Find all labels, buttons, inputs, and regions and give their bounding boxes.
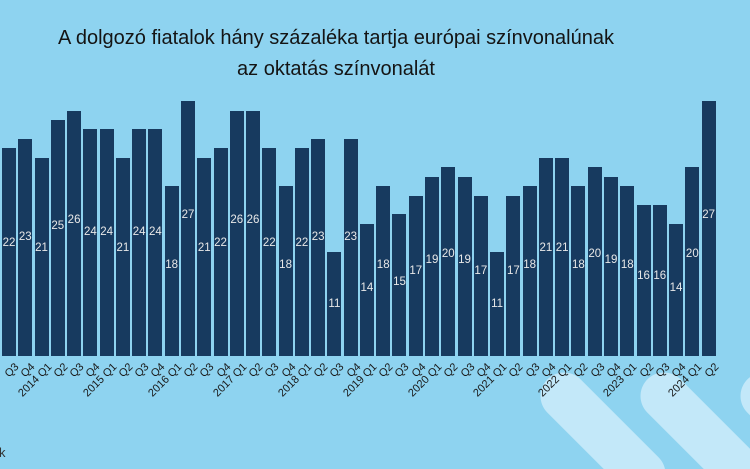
bar-value-label: 22: [214, 236, 227, 249]
bar-value-label: 19: [425, 253, 439, 266]
bar-value-label: 21: [35, 242, 48, 255]
chevron-watermark: [540, 372, 750, 469]
chart-title-line2: az oktatás színvonalát: [237, 58, 435, 80]
bar: [408, 195, 423, 356]
bar: [571, 186, 586, 356]
bar: [197, 157, 212, 356]
bar: [115, 157, 130, 356]
bar: [50, 120, 65, 356]
bar: [278, 186, 293, 356]
bar-value-label: 18: [279, 259, 292, 272]
bar-value-label: 23: [311, 231, 325, 244]
bar-value-label: 27: [702, 208, 715, 221]
bar-value-label: 19: [458, 253, 471, 266]
bar: [18, 138, 33, 356]
bar-value-label: 25: [51, 220, 65, 232]
bar-value-label: 17: [474, 264, 488, 277]
bar-value-label: 11: [328, 298, 341, 311]
bar: [441, 167, 456, 356]
bar: [359, 223, 374, 356]
chart-title: A dolgozó fiatalok hány százaléka tartja…: [0, 23, 672, 85]
bar: [67, 110, 82, 356]
bar: [620, 186, 635, 356]
bar-value-label: 22: [2, 236, 16, 249]
bar-value-label: 15: [393, 276, 406, 288]
bar: [180, 101, 195, 356]
bar-value-label: 17: [409, 264, 423, 277]
bar-value-label: 26: [230, 214, 244, 227]
bar-value-label: 21: [539, 242, 553, 255]
bar-value-label: 24: [149, 225, 162, 238]
bar: [506, 195, 521, 356]
bar-value-label: 27: [181, 208, 195, 221]
bar-value-label: 24: [100, 225, 113, 238]
chevron-right-icon: [640, 372, 750, 469]
bar-value-label: 23: [344, 231, 358, 244]
bar: [685, 167, 700, 356]
bar-value-label: 24: [83, 225, 97, 238]
bar-value-label: 11: [491, 298, 504, 311]
bar: [213, 148, 228, 356]
bar: [669, 223, 684, 356]
bar-value-label: 21: [197, 242, 211, 255]
cutoff-source-text: k: [0, 445, 6, 460]
bar-value-label: 14: [360, 281, 374, 294]
bar-value-label: 18: [165, 259, 179, 272]
bar-value-label: 19: [604, 253, 618, 266]
bar: [2, 148, 16, 356]
bar: [652, 204, 667, 356]
bar-value-label: 21: [116, 242, 130, 255]
bar: [701, 101, 716, 356]
bar: [603, 176, 618, 356]
bar-value-label: 18: [523, 259, 537, 272]
bar: [457, 176, 472, 356]
bar: [425, 176, 440, 356]
bar: [164, 186, 179, 356]
bar-value-label: 22: [295, 236, 309, 249]
bar-value-label: 14: [669, 281, 683, 294]
bar-value-label: 18: [620, 259, 634, 272]
bar: [294, 148, 309, 356]
bar: [555, 157, 570, 356]
bar: [587, 167, 602, 356]
bar-value-label: 16: [653, 270, 667, 283]
bar-value-label: 18: [572, 259, 585, 272]
bar: [311, 138, 326, 356]
bar: [148, 129, 163, 356]
bar: [229, 110, 244, 356]
bar-value-label: 20: [441, 248, 455, 260]
bar-value-label: 20: [685, 248, 699, 260]
bar-value-label: 26: [67, 214, 81, 227]
bar: [522, 186, 537, 356]
bar: [327, 252, 342, 356]
bar: [246, 110, 261, 356]
bar-value-label: 18: [376, 259, 390, 272]
bar: [538, 157, 553, 356]
bar: [343, 138, 358, 356]
chart-title-line1: A dolgozó fiatalok hány százaléka tartja…: [58, 27, 614, 49]
bar: [490, 252, 505, 356]
bar: [132, 129, 147, 356]
bar-value-label: 20: [588, 248, 602, 260]
bar: [83, 129, 98, 356]
bar-value-label: 24: [132, 225, 146, 238]
bar: [636, 204, 651, 356]
bar: [34, 157, 49, 356]
bar-value-label: 22: [262, 236, 276, 249]
bar: [473, 195, 488, 356]
bar-value-label: 21: [555, 242, 569, 255]
bar: [392, 214, 407, 356]
bar-value-label: 23: [18, 231, 32, 244]
bar-value-label: 16: [637, 270, 650, 283]
chevron-right-icon: [540, 372, 665, 469]
bar-value-label: 26: [246, 214, 260, 227]
bar-value-label: 17: [506, 264, 520, 277]
bar: [376, 186, 391, 356]
bar: [262, 148, 277, 356]
bar: [99, 129, 114, 356]
